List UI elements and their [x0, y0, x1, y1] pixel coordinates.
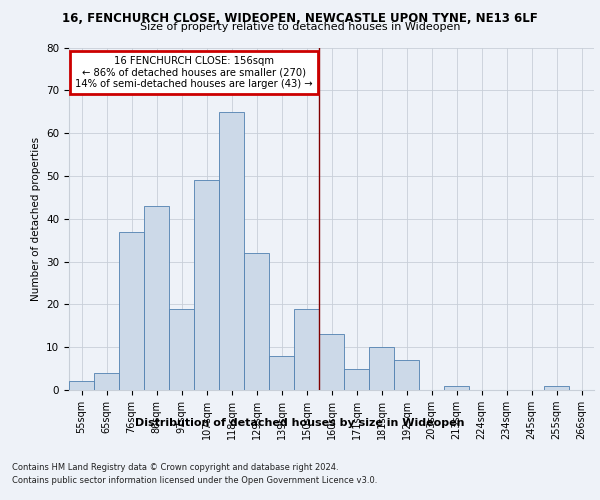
- Text: Size of property relative to detached houses in Wideopen: Size of property relative to detached ho…: [140, 22, 460, 32]
- Bar: [394, 360, 419, 390]
- Bar: [369, 347, 394, 390]
- Text: Contains HM Land Registry data © Crown copyright and database right 2024.: Contains HM Land Registry data © Crown c…: [12, 462, 338, 471]
- Bar: [269, 356, 294, 390]
- Bar: [294, 308, 319, 390]
- Bar: [219, 112, 244, 390]
- Text: 16 FENCHURCH CLOSE: 156sqm
← 86% of detached houses are smaller (270)
14% of sem: 16 FENCHURCH CLOSE: 156sqm ← 86% of deta…: [75, 56, 313, 90]
- Text: Distribution of detached houses by size in Wideopen: Distribution of detached houses by size …: [135, 418, 465, 428]
- Bar: [169, 308, 194, 390]
- Bar: [244, 253, 269, 390]
- Bar: [444, 386, 469, 390]
- Bar: [69, 382, 94, 390]
- Bar: [94, 373, 119, 390]
- Text: Contains public sector information licensed under the Open Government Licence v3: Contains public sector information licen…: [12, 476, 377, 485]
- Text: 16, FENCHURCH CLOSE, WIDEOPEN, NEWCASTLE UPON TYNE, NE13 6LF: 16, FENCHURCH CLOSE, WIDEOPEN, NEWCASTLE…: [62, 12, 538, 26]
- Bar: [194, 180, 219, 390]
- Bar: [319, 334, 344, 390]
- Bar: [144, 206, 169, 390]
- Bar: [119, 232, 144, 390]
- Y-axis label: Number of detached properties: Number of detached properties: [31, 136, 41, 301]
- Bar: [544, 386, 569, 390]
- Bar: [344, 368, 369, 390]
